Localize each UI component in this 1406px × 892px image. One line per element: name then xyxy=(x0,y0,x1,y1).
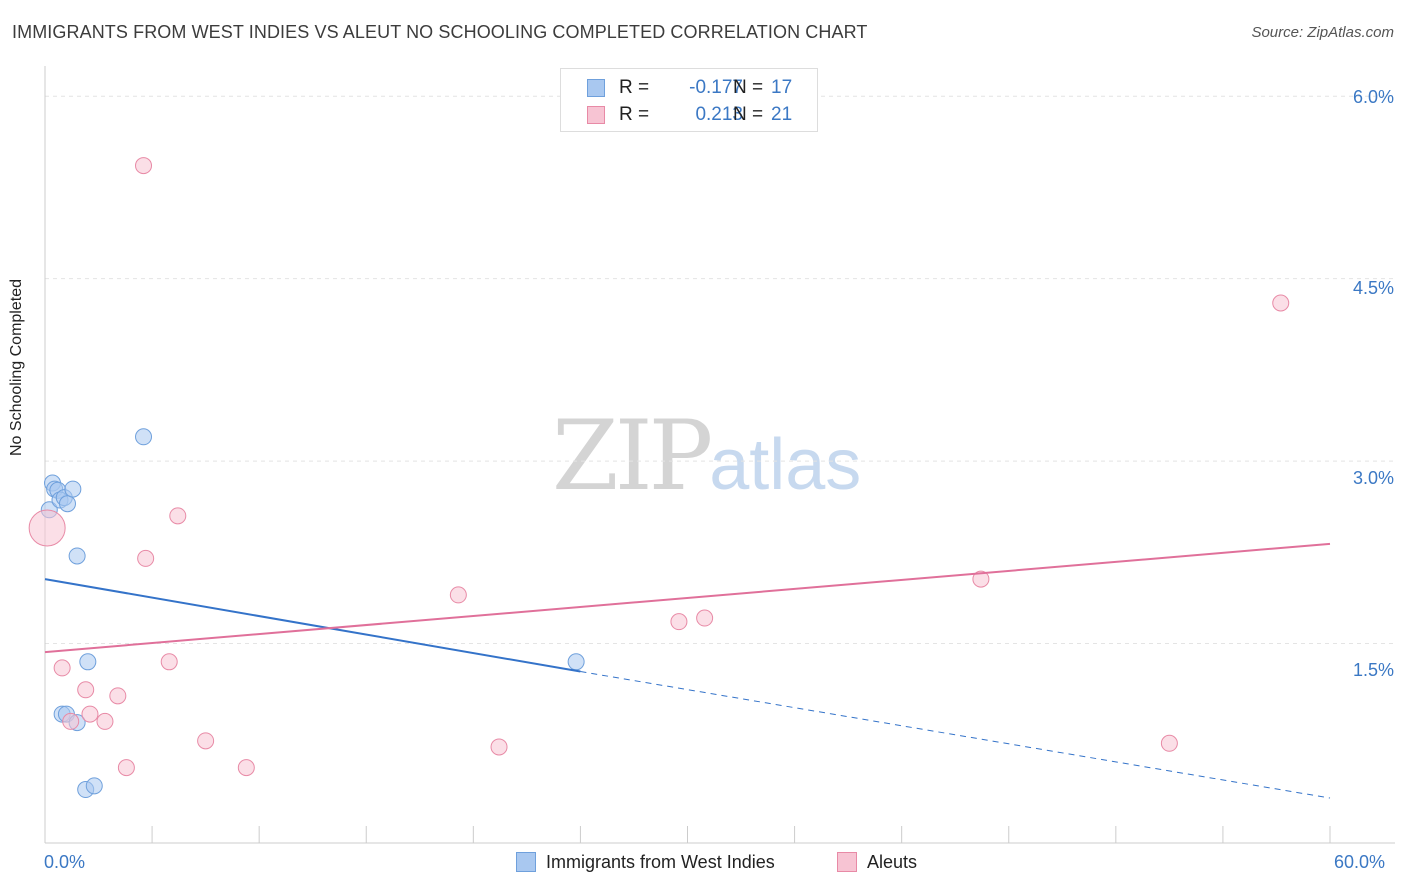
data-point xyxy=(237,759,255,777)
y-tick-label: 1.5% xyxy=(1352,660,1394,680)
data-point xyxy=(1160,734,1178,752)
y-axis-label: No Schooling Completed xyxy=(8,279,25,456)
zipatlas-watermark: ZIPatlas xyxy=(552,400,861,512)
y-tick-label: 4.5% xyxy=(1352,278,1394,298)
data-point xyxy=(64,480,82,498)
data-point xyxy=(85,777,103,795)
legend-label: Immigrants from West Indies xyxy=(546,852,775,872)
legend-swatch xyxy=(587,79,605,97)
r-value: -0.177 xyxy=(689,77,743,98)
r-label: R = xyxy=(619,77,650,98)
trend-line xyxy=(44,542,1331,654)
data-point xyxy=(117,759,135,777)
data-point xyxy=(449,586,467,604)
data-point xyxy=(696,609,714,627)
r-value: 0.213 xyxy=(695,104,743,125)
data-point xyxy=(670,613,688,631)
data-point xyxy=(68,547,86,565)
n-label: N = xyxy=(733,77,764,98)
n-label: N = xyxy=(733,104,764,125)
chart-title: IMMIGRANTS FROM WEST INDIES VS ALEUT NO … xyxy=(12,22,868,42)
legend-swatch xyxy=(516,852,536,872)
data-point xyxy=(96,712,114,730)
n-value: 17 xyxy=(771,77,793,98)
trend-line-extension xyxy=(580,671,1331,799)
data-point xyxy=(79,653,97,671)
legend-swatch xyxy=(587,106,605,124)
data-point xyxy=(53,659,71,677)
watermark-atlas: atlas xyxy=(709,425,862,505)
data-point xyxy=(81,705,99,723)
legend-item-aleuts[interactable]: Aleuts xyxy=(837,852,917,873)
correlation-legend: R = -0.177 N = 17 R = 0.213 N = 21 xyxy=(560,68,818,132)
watermark-zip: ZIP xyxy=(552,400,713,512)
legend-label: Aleuts xyxy=(867,852,918,872)
legend-swatch xyxy=(837,852,857,872)
n-value: 21 xyxy=(771,104,793,125)
trend-line xyxy=(44,578,581,673)
data-point xyxy=(567,653,585,671)
r-label: R = xyxy=(619,104,650,125)
data-point xyxy=(28,509,66,547)
y-tick-label: 3.0% xyxy=(1352,468,1394,488)
x-tick-label: 0.0% xyxy=(44,852,86,872)
data-point xyxy=(160,653,178,671)
data-point xyxy=(58,495,76,513)
data-point xyxy=(77,681,95,699)
data-point xyxy=(197,732,215,750)
x-tick-label: 60.0% xyxy=(1334,852,1386,872)
data-point xyxy=(1272,294,1290,312)
chart-source: Source: ZipAtlas.com xyxy=(1251,24,1394,41)
data-point xyxy=(109,687,127,705)
data-point xyxy=(137,549,155,567)
data-point xyxy=(135,157,153,175)
data-point xyxy=(62,712,80,730)
data-point xyxy=(972,570,990,588)
data-point xyxy=(135,428,153,446)
data-point xyxy=(169,507,187,525)
data-point xyxy=(490,738,508,756)
y-tick-label: 6.0% xyxy=(1352,87,1394,107)
legend-item-west-indies[interactable]: Immigrants from West Indies xyxy=(516,852,775,873)
